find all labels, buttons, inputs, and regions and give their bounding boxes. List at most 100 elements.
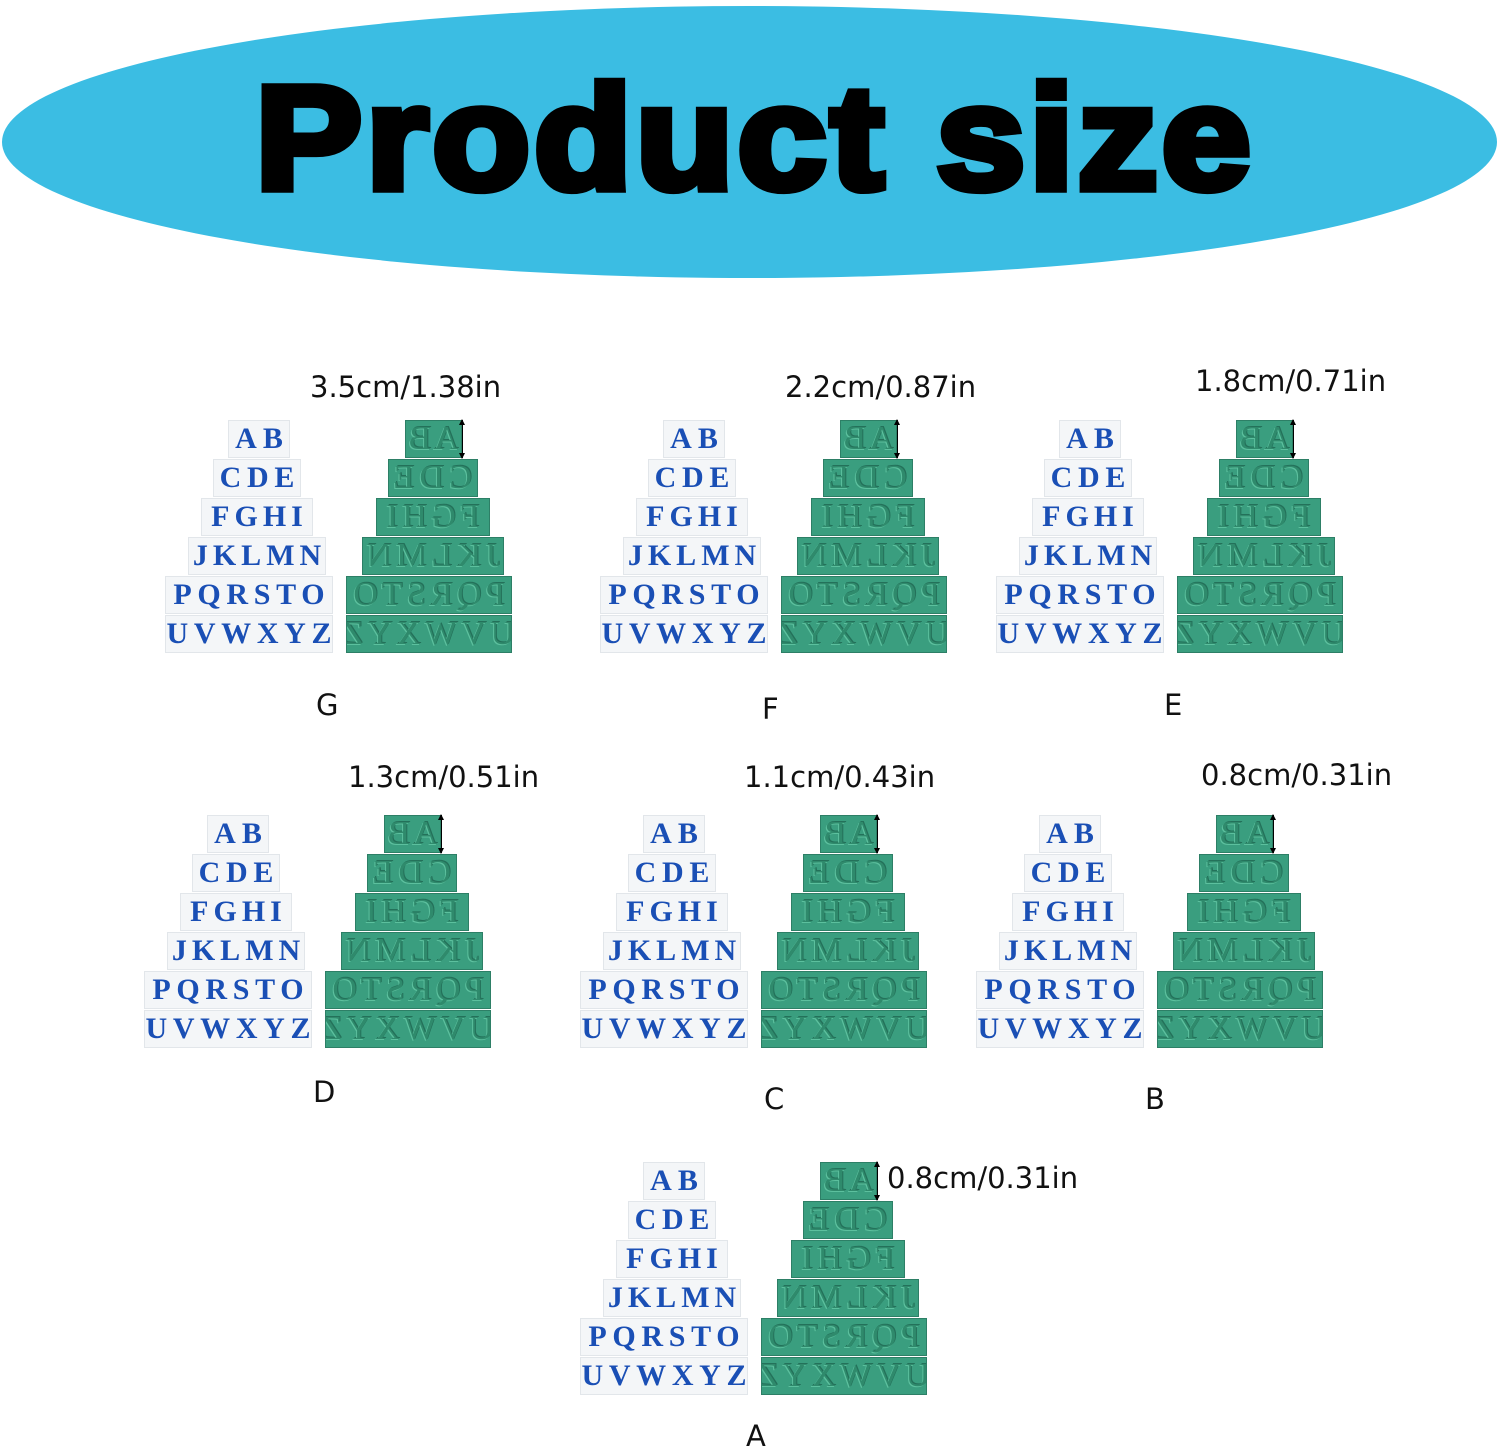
letter-row: CDE: [388, 459, 478, 497]
rubber-stamp-panel: AB CDE FGHI JKLMN PQRSTO UVWXYZ: [760, 1162, 928, 1398]
row-letters: AB: [384, 815, 437, 852]
letter-row: CDE: [1044, 459, 1132, 497]
letter-row: PQRSTO: [580, 1318, 748, 1356]
row-letters: FGHI: [626, 1242, 723, 1275]
letter-row: AB: [643, 1162, 705, 1200]
letter-row: PQRSTO: [1157, 971, 1323, 1009]
row-letters: JKLMN: [797, 537, 935, 574]
set-label: C: [764, 1082, 785, 1116]
set-label: F: [762, 692, 779, 726]
letter-row: UVWXYZ: [600, 615, 768, 653]
stamp-set-b: AB CDE FGHI JKLMN PQRSTO UVWXYZ AB CDE FGHI JKLMN…: [976, 814, 1326, 1055]
letter-preview-panel: AB CDE FGHI JKLMN PQRSTO UVWXYZ: [600, 420, 768, 656]
row-letters: PQRSTO: [783, 576, 940, 613]
letter-row: FGHI: [791, 893, 905, 931]
row-letters: PQRSTO: [763, 1318, 920, 1355]
letter-row: PQRSTO: [165, 576, 333, 614]
row-letters: AB: [235, 422, 289, 455]
rubber-stamp-panel: AB CDE FGHI JKLMN PQRSTO UVWXYZ: [1156, 815, 1324, 1051]
letter-row: CDE: [803, 854, 893, 892]
letter-row: CDE: [628, 1201, 716, 1239]
row-letters: AB: [650, 817, 704, 850]
letter-preview-panel: AB CDE FGHI JKLMN PQRSTO UVWXYZ: [976, 815, 1144, 1051]
letter-row: UVWXYZ: [325, 1010, 491, 1048]
letter-row: AB: [819, 1162, 877, 1200]
height-arrow-icon: [1269, 814, 1276, 854]
letter-row: UVWXYZ: [580, 1357, 748, 1395]
row-letters: JKLMN: [192, 539, 326, 572]
letter-row: JKLMN: [777, 1279, 919, 1317]
row-letters: CDE: [634, 1203, 715, 1236]
row-letters: PQRSTO: [1179, 576, 1336, 613]
letter-row: JKLMN: [603, 1279, 741, 1317]
row-letters: AB: [214, 817, 268, 850]
row-letters: UVWXYZ: [1157, 1010, 1323, 1047]
height-arrow-icon: [1289, 419, 1296, 459]
row-letters: UVWXYZ: [761, 1010, 927, 1047]
row-letters: CDE: [1219, 459, 1304, 496]
size-label: 3.5cm/1.38in: [310, 370, 502, 404]
letter-row: JKLMN: [1193, 537, 1335, 575]
letter-row: FGHI: [811, 498, 925, 536]
row-letters: CDE: [1199, 854, 1284, 891]
row-letters: CDE: [198, 856, 279, 889]
row-letters: AB: [405, 420, 458, 457]
row-letters: FGHI: [817, 498, 915, 535]
set-label: D: [313, 1075, 336, 1109]
letter-row: PQRSTO: [1177, 576, 1343, 614]
row-letters: FGHI: [361, 893, 459, 930]
row-letters: CDE: [654, 461, 735, 494]
letter-row: JKLMN: [1019, 537, 1157, 575]
set-label: G: [316, 688, 339, 722]
rubber-stamp-panel: AB CDE FGHI JKLMN PQRSTO UVWXYZ: [780, 420, 948, 656]
row-letters: UVWXYZ: [145, 1012, 312, 1045]
letter-row: UVWXYZ: [144, 1010, 312, 1048]
letter-row: AB: [839, 420, 897, 458]
letter-row: AB: [663, 420, 725, 458]
letter-preview-panel: AB CDE FGHI JKLMN PQRSTO UVWXYZ: [996, 420, 1164, 656]
letter-row: PQRSTO: [976, 971, 1144, 1009]
row-letters: UVWXYZ: [581, 1012, 748, 1045]
row-letters: PQRSTO: [152, 973, 310, 1006]
row-letters: CDE: [388, 459, 473, 496]
letter-row: JKLMN: [341, 932, 483, 970]
row-letters: CDE: [1050, 461, 1131, 494]
letter-row: JKLMN: [797, 537, 939, 575]
letter-row: CDE: [823, 459, 913, 497]
letter-row: CDE: [192, 854, 280, 892]
letter-row: UVWXYZ: [1157, 1010, 1323, 1048]
title-banner: [2, 6, 1497, 278]
row-letters: PQRSTO: [608, 578, 766, 611]
row-letters: PQRSTO: [173, 578, 331, 611]
letter-row: UVWXYZ: [761, 1010, 927, 1048]
letter-row: FGHI: [180, 893, 292, 931]
row-letters: FGHI: [797, 1240, 895, 1277]
letter-row: PQRSTO: [996, 576, 1164, 614]
row-letters: AB: [1046, 817, 1100, 850]
letter-row: UVWXYZ: [781, 615, 947, 653]
height-arrow-icon: [873, 814, 880, 854]
letter-row: FGHI: [1187, 893, 1301, 931]
row-letters: CDE: [803, 1201, 888, 1238]
letter-row: FGHI: [376, 498, 490, 536]
letter-row: JKLMN: [362, 537, 504, 575]
row-letters: AB: [840, 420, 893, 457]
letter-row: JKLMN: [603, 932, 741, 970]
row-letters: FGHI: [646, 500, 743, 533]
row-letters: PQRSTO: [1159, 971, 1316, 1008]
rubber-stamp-panel: AB CDE FGHI JKLMN PQRSTO UVWXYZ: [345, 420, 513, 656]
page-title: Product size: [251, 51, 1255, 224]
row-letters: JKLMN: [341, 932, 479, 969]
row-letters: JKLMN: [171, 934, 305, 967]
set-label: A: [746, 1419, 766, 1453]
row-letters: JKLMN: [1173, 932, 1311, 969]
size-label: 1.8cm/0.71in: [1195, 364, 1387, 398]
row-letters: CDE: [219, 461, 300, 494]
rubber-stamp-panel: AB CDE FGHI JKLMN PQRSTO UVWXYZ: [760, 815, 928, 1051]
letter-row: UVWXYZ: [165, 615, 333, 653]
row-letters: JKLMN: [777, 932, 915, 969]
row-letters: PQRSTO: [1004, 578, 1162, 611]
letter-row: UVWXYZ: [996, 615, 1164, 653]
letter-row: CDE: [367, 854, 457, 892]
size-label: 0.8cm/0.31in: [1201, 758, 1393, 792]
